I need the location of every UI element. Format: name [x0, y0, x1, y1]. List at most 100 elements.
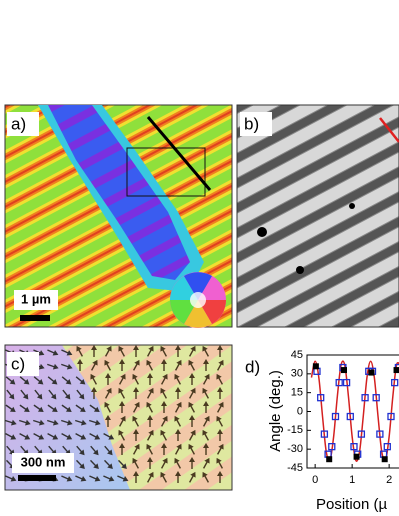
arrow-head — [8, 393, 15, 400]
data-point — [357, 430, 366, 438]
arrow-head — [146, 401, 152, 408]
arrow-head — [120, 415, 126, 422]
arrow-head — [202, 429, 208, 436]
arrow-head — [176, 443, 182, 450]
arrow-head — [133, 345, 139, 350]
arrow-head — [104, 401, 110, 408]
label-box — [7, 352, 39, 376]
data-point — [350, 443, 358, 451]
arrow-head — [79, 378, 86, 385]
y-axis-label: Angle (deg.) — [267, 370, 284, 452]
arrow-head — [133, 429, 139, 434]
arrow-head — [79, 463, 85, 470]
arrow-head — [162, 415, 168, 422]
arrow-head — [175, 387, 181, 392]
data-point — [353, 453, 360, 460]
data-point — [372, 394, 380, 402]
arrow-head — [162, 457, 168, 464]
arrow-head — [174, 457, 180, 464]
arrow-head — [52, 350, 59, 356]
arrow-head — [65, 378, 72, 385]
arrow-head — [104, 359, 110, 366]
data-point — [326, 456, 333, 463]
arrow-head — [176, 401, 182, 408]
arrow-head — [51, 406, 58, 413]
arrow-head — [147, 415, 153, 420]
x-tick-label: 1 — [349, 474, 355, 486]
arrow-head — [93, 463, 99, 470]
arrow-head — [188, 401, 194, 408]
arrow-head — [108, 476, 115, 482]
y-tick-label: -45 — [287, 462, 303, 474]
arrow-head — [36, 393, 43, 400]
arrow-head — [146, 443, 152, 450]
arrow-head — [160, 471, 166, 478]
arrow-head — [162, 373, 168, 380]
arrow-head — [78, 393, 85, 400]
arrow-head — [80, 434, 87, 440]
arrow-head — [217, 387, 223, 392]
data-point — [383, 443, 391, 451]
arrow-head — [202, 345, 208, 352]
arrow-head — [202, 387, 208, 394]
arrow-head — [107, 463, 113, 470]
arrow-head — [118, 387, 124, 394]
panel-d: d) Angle (deg.) Position (µ 45 30 15 0 -15 -3… — [245, 349, 399, 513]
y-tick-label: -30 — [287, 443, 303, 455]
arrow-head — [189, 415, 195, 420]
scale-bar-label: 1 µm — [21, 291, 51, 306]
arrow-head — [161, 443, 167, 448]
arrow-head — [175, 471, 181, 476]
zoom-box — [126, 147, 206, 197]
arrow-head — [148, 345, 154, 352]
data-point — [368, 369, 375, 376]
arrow-head — [134, 359, 140, 366]
arrow-head — [189, 373, 195, 378]
arrow-head — [22, 393, 29, 400]
data-point — [361, 394, 369, 402]
arrow-head — [9, 378, 16, 385]
arrow-head — [132, 457, 138, 464]
arrow-head — [11, 419, 17, 426]
arrow-head — [148, 387, 154, 394]
color-wheel — [170, 272, 226, 328]
arrow-head — [118, 345, 124, 352]
data-point — [335, 378, 343, 387]
x-tick-label: 0 — [312, 474, 318, 486]
panel-label: b) — [244, 114, 259, 133]
arrow-head — [216, 373, 222, 380]
arrow-head — [50, 393, 57, 400]
x-axis-label: Position (µ — [316, 496, 388, 513]
arrow-head — [190, 429, 196, 436]
domain-core — [48, 105, 190, 280]
data-point — [342, 378, 351, 387]
arrow-head — [204, 373, 210, 380]
arrow-head — [188, 359, 194, 366]
arrow-head — [160, 429, 166, 436]
arrow-head — [174, 415, 180, 422]
arrow-head — [160, 387, 166, 394]
arrow-head — [53, 419, 59, 426]
arrow-head — [105, 373, 111, 378]
arrow-head — [67, 419, 73, 426]
arrow-head — [94, 434, 101, 440]
arrow-head — [122, 476, 129, 482]
image-b — [236, 104, 399, 328]
arrow-head — [64, 393, 71, 400]
arrow-head — [133, 471, 139, 476]
arrow-head — [218, 359, 224, 366]
arrow-head — [90, 373, 96, 380]
arrow-head — [94, 476, 101, 482]
arrow-head — [146, 359, 152, 366]
data-point — [381, 456, 388, 463]
y-tick-label: 15 — [291, 387, 303, 399]
arrow-head — [217, 345, 223, 350]
arrow-head — [52, 363, 59, 370]
arrow-head — [105, 415, 111, 420]
arrow-head — [77, 359, 83, 364]
data-point — [331, 412, 340, 421]
arrow-head — [23, 406, 30, 413]
arrow-head — [79, 406, 86, 413]
arrow-head — [92, 359, 98, 366]
